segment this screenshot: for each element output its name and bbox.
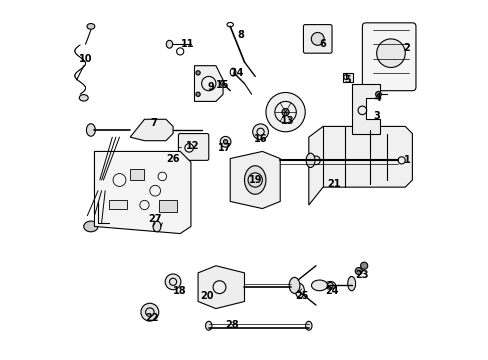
FancyBboxPatch shape [178, 134, 208, 160]
Text: 19: 19 [248, 175, 262, 185]
Circle shape [223, 140, 227, 144]
Text: 14: 14 [230, 68, 244, 78]
Circle shape [376, 39, 405, 67]
Circle shape [354, 267, 362, 275]
Bar [130, 169, 144, 180]
FancyBboxPatch shape [303, 24, 331, 53]
Circle shape [265, 93, 305, 132]
Text: 13: 13 [280, 116, 293, 126]
Text: 23: 23 [355, 270, 368, 280]
Text: 12: 12 [185, 141, 199, 151]
Ellipse shape [305, 321, 311, 330]
Ellipse shape [79, 95, 88, 101]
Ellipse shape [324, 282, 335, 289]
Text: 25: 25 [294, 291, 308, 301]
Ellipse shape [94, 177, 108, 197]
Ellipse shape [347, 276, 355, 291]
Circle shape [360, 262, 367, 269]
Circle shape [196, 92, 200, 96]
Bar [342, 73, 353, 82]
Polygon shape [351, 84, 380, 134]
Text: 26: 26 [166, 154, 180, 163]
Ellipse shape [295, 284, 304, 298]
Circle shape [165, 274, 181, 290]
Circle shape [220, 136, 230, 147]
Circle shape [141, 303, 159, 321]
Text: 4: 4 [374, 93, 381, 103]
Ellipse shape [288, 277, 299, 293]
Bar [108, 200, 126, 208]
Circle shape [196, 71, 200, 75]
Text: 6: 6 [319, 39, 326, 49]
Text: 15: 15 [216, 80, 229, 90]
Circle shape [282, 109, 288, 116]
Ellipse shape [220, 80, 224, 85]
Text: 7: 7 [150, 118, 157, 128]
Ellipse shape [305, 153, 314, 167]
Text: 1: 1 [403, 156, 409, 165]
Ellipse shape [166, 40, 172, 48]
Text: 28: 28 [225, 320, 238, 330]
Text: 27: 27 [148, 214, 162, 224]
Polygon shape [94, 152, 190, 234]
FancyBboxPatch shape [362, 23, 415, 91]
Text: 8: 8 [237, 30, 244, 40]
Text: 5: 5 [344, 75, 351, 85]
Circle shape [375, 91, 381, 97]
Text: 18: 18 [173, 286, 186, 296]
Polygon shape [130, 119, 173, 141]
Ellipse shape [311, 280, 327, 291]
Polygon shape [308, 126, 411, 205]
Text: 24: 24 [325, 286, 338, 296]
Text: 2: 2 [403, 43, 409, 53]
Bar [159, 200, 176, 212]
Circle shape [311, 32, 324, 45]
Ellipse shape [83, 221, 98, 232]
Polygon shape [230, 152, 280, 208]
Text: 21: 21 [326, 179, 340, 189]
Text: 20: 20 [200, 291, 213, 301]
Ellipse shape [244, 166, 265, 194]
Text: 9: 9 [207, 82, 214, 92]
Text: 3: 3 [372, 111, 379, 121]
Ellipse shape [86, 124, 95, 136]
Ellipse shape [87, 23, 95, 29]
Circle shape [252, 124, 268, 140]
Text: 17: 17 [218, 143, 231, 153]
Text: 11: 11 [180, 39, 194, 49]
Polygon shape [198, 266, 244, 309]
Ellipse shape [205, 321, 212, 330]
Text: 22: 22 [144, 312, 158, 323]
Text: 10: 10 [79, 54, 92, 64]
Ellipse shape [153, 221, 161, 232]
Polygon shape [194, 66, 223, 102]
Text: 16: 16 [253, 134, 267, 144]
